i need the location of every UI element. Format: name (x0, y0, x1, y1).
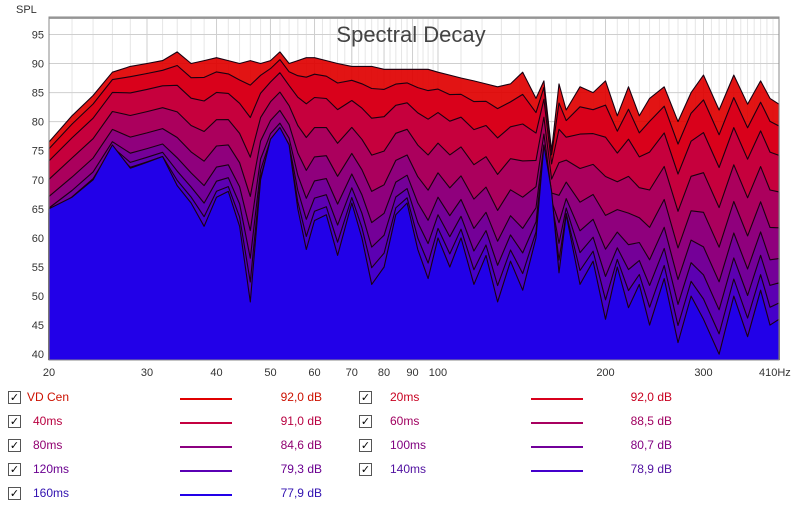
y-tick-label: 60 (32, 233, 44, 245)
y-tick-label: 80 (32, 117, 44, 129)
legend-value: 79,3 dB (280, 462, 322, 476)
legend-swatch-line (531, 398, 583, 400)
legend-item-100ms: ✓ 100ms 80,7 dB (0, 434, 800, 458)
legend-value: 92,0 dB (280, 390, 322, 404)
y-tick-label: 75 (32, 146, 44, 158)
legend-item-40ms: ✓ 40ms 91,0 dB (0, 410, 800, 434)
legend-swatch-line (180, 422, 232, 424)
legend-name: 60ms (390, 414, 420, 428)
legend-checkbox-140ms[interactable]: ✓ (359, 463, 372, 476)
legend-value: 88,5 dB (630, 414, 672, 428)
legend-checkbox-vd-cen[interactable]: ✓ (8, 391, 21, 404)
legend-swatch-line (531, 422, 583, 424)
x-tick-label: 410Hz (759, 367, 791, 379)
legend-item-140ms: ✓ 140ms 78,9 dB (0, 458, 800, 482)
legend-name: 160ms (33, 486, 70, 500)
legend-checkbox-40ms[interactable]: ✓ (8, 415, 21, 428)
x-tick-label: 80 (378, 367, 390, 379)
spectral-decay-chart: 40 45 50 55 60 65 70 75 80 85 90 95 SPL 20 30 40 50 60 70 8… (16, 4, 791, 379)
legend-swatch-line (180, 494, 232, 496)
legend-swatch-line (531, 470, 583, 472)
y-tick-label: 50 (32, 291, 44, 303)
legend-value: 84,6 dB (280, 438, 322, 452)
legend-value: 78,9 dB (630, 462, 672, 476)
legend-checkbox-20ms[interactable]: ✓ (359, 391, 372, 404)
x-tick-label: 100 (429, 367, 447, 379)
legend-item-160ms: ✓ 160ms 77,9 dB (0, 482, 800, 506)
legend-name: 100ms (390, 438, 427, 452)
legend-name: 120ms (33, 462, 70, 476)
x-tick-label: 300 (694, 367, 712, 379)
legend-swatch-line (180, 470, 232, 472)
legend-checkbox-160ms[interactable]: ✓ (8, 487, 21, 500)
legend-name: 40ms (33, 414, 63, 428)
legend-name: 80ms (33, 438, 63, 452)
legend-value: 77,9 dB (280, 486, 322, 500)
legend-value: 80,7 dB (630, 438, 672, 452)
y-tick-label: 95 (32, 29, 44, 41)
series-group (48, 51, 780, 361)
chart-title: Spectral Decay (336, 22, 485, 47)
x-tick-label: 20 (43, 367, 55, 379)
y-tick-label: 90 (32, 59, 44, 71)
x-tick-label: 70 (346, 367, 358, 379)
legend-swatch-line (180, 446, 232, 448)
plot-frame (48, 16, 780, 361)
legend-checkbox-100ms[interactable]: ✓ (359, 439, 372, 452)
y-tick-label: 70 (32, 175, 44, 187)
legend-item-vd-cen: ✓ VD Cen 92,0 dB (0, 386, 800, 410)
legend-value: 91,0 dB (280, 414, 322, 428)
x-tick-label: 30 (141, 367, 153, 379)
y-tick-label: 85 (32, 88, 44, 100)
legend-swatch-line (531, 446, 583, 448)
y-tick-label: 40 (32, 349, 44, 361)
series-area-160ms (48, 126, 780, 361)
x-tick-label: 50 (264, 367, 276, 379)
legend-item-80ms: ✓ 80ms 84,6 dB (0, 434, 800, 458)
legend-name: 140ms (390, 462, 427, 476)
legend-checkbox-60ms[interactable]: ✓ (359, 415, 372, 428)
x-tick-label: 40 (210, 367, 222, 379)
legend-value: 92,0 dB (630, 390, 672, 404)
legend-checkbox-120ms[interactable]: ✓ (8, 463, 21, 476)
plot-top-edge (49, 17, 779, 19)
legend-swatch-line (180, 398, 232, 400)
y-axis-label: SPL (16, 4, 37, 16)
legend-name: 20ms (390, 390, 420, 404)
legend-name: VD Cen (27, 390, 70, 404)
legend-checkbox-80ms[interactable]: ✓ (8, 439, 21, 452)
y-tick-label: 65 (32, 204, 44, 216)
x-tick-label: 90 (406, 367, 418, 379)
legend: ✓ VD Cen 92,0 dB ✓ 20ms 92,0 dB ✓ 40ms 91,0 dB ✓ 6… (0, 384, 800, 508)
x-tick-label: 60 (308, 367, 320, 379)
legend-item-120ms: ✓ 120ms 79,3 dB (0, 458, 800, 482)
x-tick-label: 200 (596, 367, 614, 379)
legend-item-60ms: ✓ 60ms 88,5 dB (0, 410, 800, 434)
legend-item-20ms: ✓ 20ms 92,0 dB (0, 386, 800, 410)
y-tick-label: 45 (32, 320, 44, 332)
y-tick-label: 55 (32, 262, 44, 274)
